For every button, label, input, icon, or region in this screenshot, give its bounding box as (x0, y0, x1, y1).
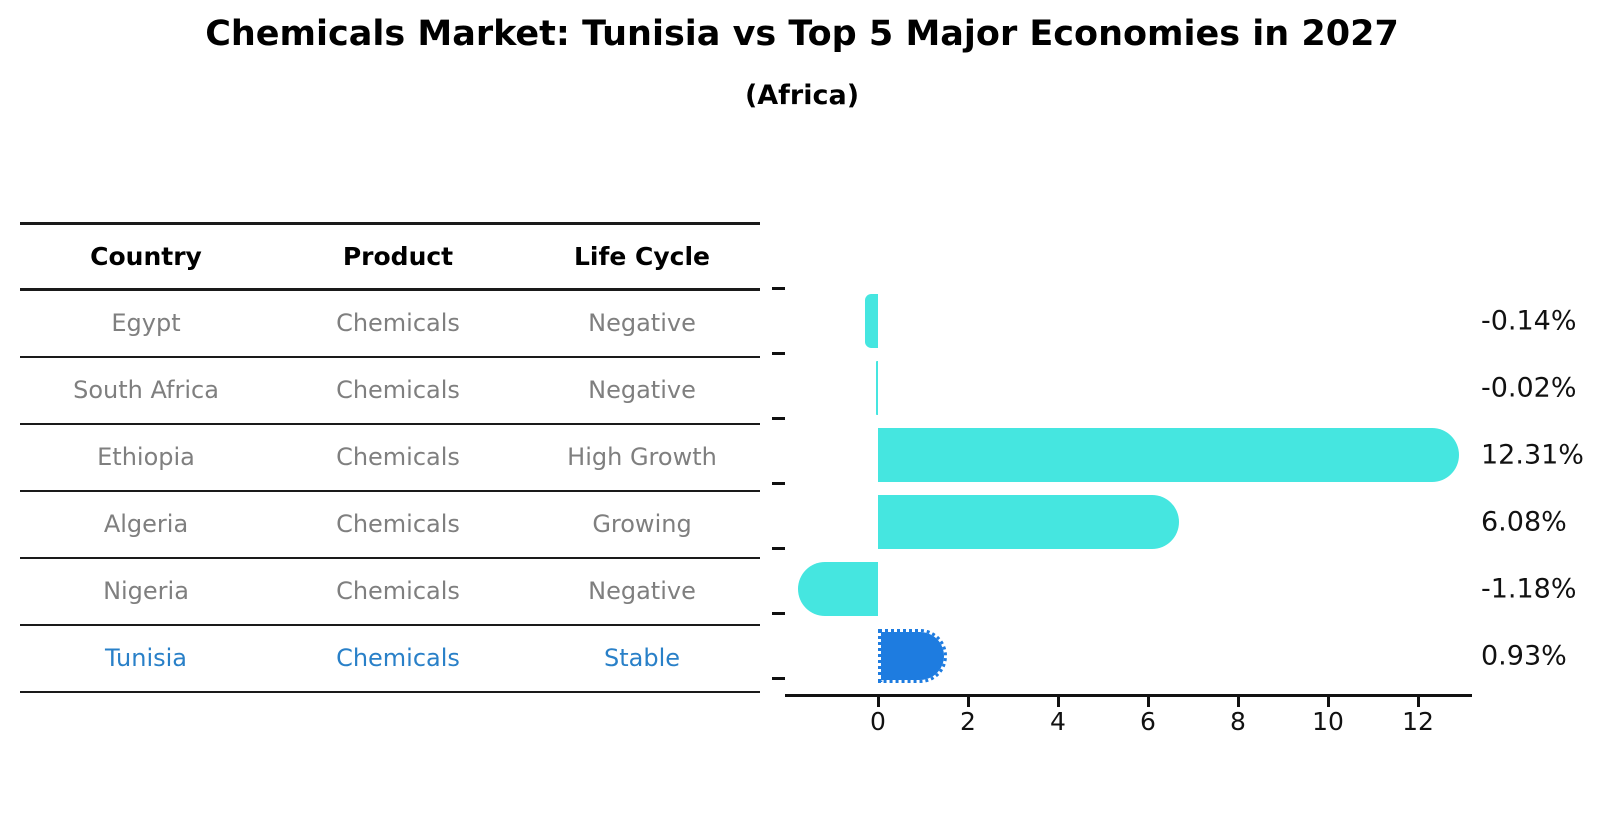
table-row: South Africa Chemicals Negative (20, 357, 760, 424)
column-header-life-cycle: Life Cycle (573, 242, 711, 271)
y-axis-tick (772, 547, 785, 550)
table-body: Egypt Chemicals Negative South Africa Chemic… (20, 290, 760, 692)
table-header-row: Country Product Life Cycle (20, 223, 760, 290)
x-axis-tick (967, 697, 970, 707)
table-row: Egypt Chemicals Negative (20, 290, 760, 357)
x-axis-tick (1147, 697, 1150, 707)
product-cell: Chemicals (336, 577, 460, 605)
bar-value-label: -0.14% (1481, 305, 1577, 337)
product-cell: Chemicals (336, 510, 460, 538)
x-axis-tick-label: 8 (1230, 707, 1246, 736)
table-row: Nigeria Chemicals Negative (20, 558, 760, 625)
x-axis-tick (1417, 697, 1420, 707)
country-table: Country Product Life Cycle Egypt Chemical… (20, 222, 760, 693)
x-axis-tick (1057, 697, 1060, 707)
column-header-product: Product (342, 242, 454, 271)
country-cell: Nigeria (103, 577, 189, 605)
bar-tunisia (878, 629, 947, 683)
x-axis-tick-label: 4 (1050, 707, 1066, 736)
chart-subtitle: (Africa) (744, 80, 860, 111)
bar-algeria (878, 495, 1179, 549)
x-axis-tick-label: 6 (1140, 707, 1156, 736)
bar-ethiopia (878, 428, 1459, 482)
bar-value-label: -1.18% (1481, 573, 1577, 605)
bar-value-label: 12.31% (1481, 439, 1584, 471)
bar-south-africa (876, 361, 878, 415)
product-cell: Chemicals (336, 309, 460, 338)
product-cell: Chemicals (336, 644, 460, 672)
bar-value-label: 6.08% (1481, 506, 1567, 538)
life-cycle-cell: Negative (588, 577, 696, 605)
country-cell: Tunisia (105, 644, 187, 672)
life-cycle-cell: Stable (603, 644, 681, 672)
bar-value-label: 0.93% (1481, 640, 1567, 672)
life-cycle-cell: Negative (588, 376, 696, 404)
y-axis-tick (772, 482, 785, 485)
y-axis-tick (772, 612, 785, 615)
product-cell: Chemicals (336, 443, 460, 471)
y-axis-tick (772, 417, 785, 420)
country-cell: South Africa (73, 376, 219, 404)
life-cycle-cell: High Growth (567, 443, 717, 471)
chart-title: Chemicals Market: Tunisia vs Top 5 Major… (205, 14, 1399, 54)
bar-nigeria (797, 562, 878, 616)
table-row: Ethiopia Chemicals High Growth (20, 424, 760, 491)
x-axis-tick-label: 10 (1312, 707, 1344, 736)
y-axis-tick (772, 287, 785, 290)
x-axis-tick-label: 12 (1402, 707, 1434, 736)
x-axis-line (785, 694, 1472, 697)
country-cell: Algeria (103, 510, 189, 538)
x-axis-tick (1237, 697, 1240, 707)
bar-value-label: -0.02% (1481, 372, 1577, 404)
x-axis-tick (1327, 697, 1330, 707)
product-cell: Chemicals (336, 376, 460, 404)
x-axis-tick (877, 697, 880, 707)
column-header-country: Country (90, 242, 202, 271)
x-axis-tick-label: 2 (960, 707, 976, 736)
bar-egypt (865, 294, 878, 348)
y-axis-tick (772, 677, 785, 680)
table-row: Tunisia Chemicals Stable (20, 625, 760, 692)
life-cycle-cell: Growing (592, 510, 692, 538)
country-cell: Egypt (111, 309, 181, 338)
life-cycle-cell: Negative (588, 309, 696, 338)
x-axis-tick-label: 0 (870, 707, 886, 736)
country-cell: Ethiopia (97, 443, 195, 471)
y-axis-tick (772, 352, 785, 355)
table-row: Algeria Chemicals Growing (20, 491, 760, 558)
